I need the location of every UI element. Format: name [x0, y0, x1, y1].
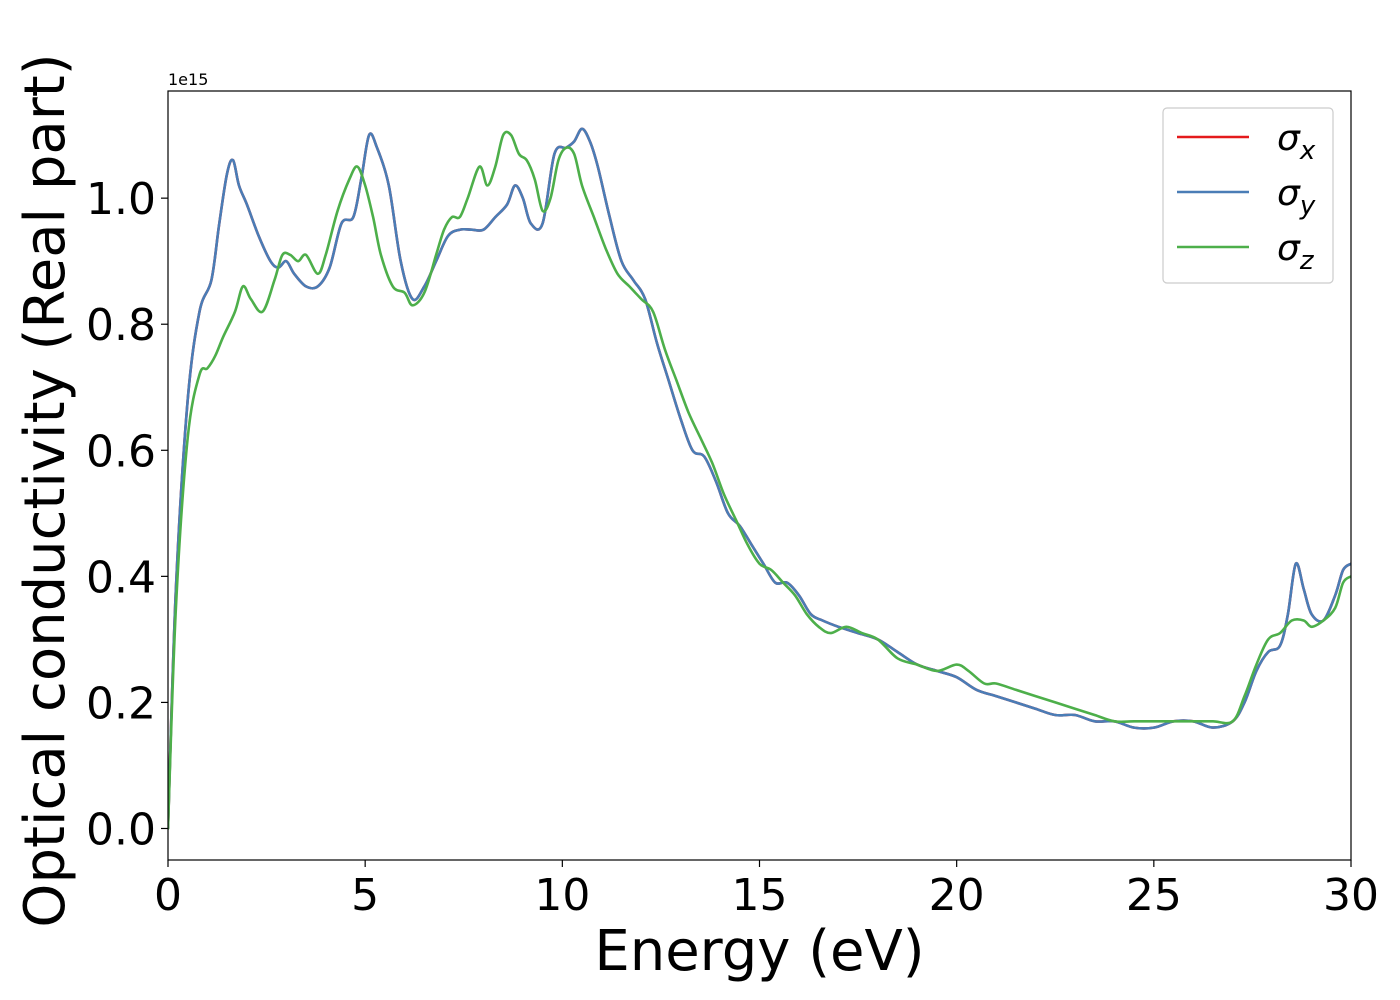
y-axis-offset-label: 1e15 [168, 70, 208, 89]
x-tick-label: 0 [154, 870, 182, 921]
y-tick-label: 0.8 [86, 300, 156, 351]
x-tick-label: 20 [929, 870, 985, 921]
legend-item-z: σz [1177, 228, 1315, 276]
legend-item-x: σx [1177, 118, 1316, 166]
x-tick-label: 5 [351, 870, 379, 921]
y-tick-label: 1.0 [86, 174, 156, 225]
legend-item-y: σy [1177, 173, 1316, 221]
x-tick-label: 10 [534, 870, 590, 921]
y-axis-ticks: 0.0 0.2 0.4 0.6 0.8 1.0 [86, 174, 168, 855]
legend-box [1162, 107, 1334, 284]
legend-label: σy [1277, 173, 1316, 221]
x-tick-label: 15 [732, 870, 788, 921]
y-axis-title: Optical conductivity (Real part) [13, 53, 78, 927]
x-tick-label: 25 [1126, 870, 1182, 921]
x-axis-ticks: 0 5 10 15 20 25 30 [154, 860, 1379, 921]
y-tick-label: 0.2 [86, 678, 156, 729]
legend-label: σx [1277, 118, 1316, 166]
x-tick-label: 30 [1323, 870, 1379, 921]
series-line-y [168, 127, 1351, 830]
series-line-z [168, 130, 1351, 830]
legend: σx σy σz [1162, 107, 1334, 284]
y-tick-label: 0.6 [86, 426, 156, 477]
x-axis-title: Energy (eV) [594, 919, 924, 984]
series-layer [168, 127, 1351, 830]
legend-label: σz [1277, 228, 1315, 276]
y-tick-label: 0.0 [86, 804, 156, 855]
y-tick-label: 0.4 [86, 552, 156, 603]
